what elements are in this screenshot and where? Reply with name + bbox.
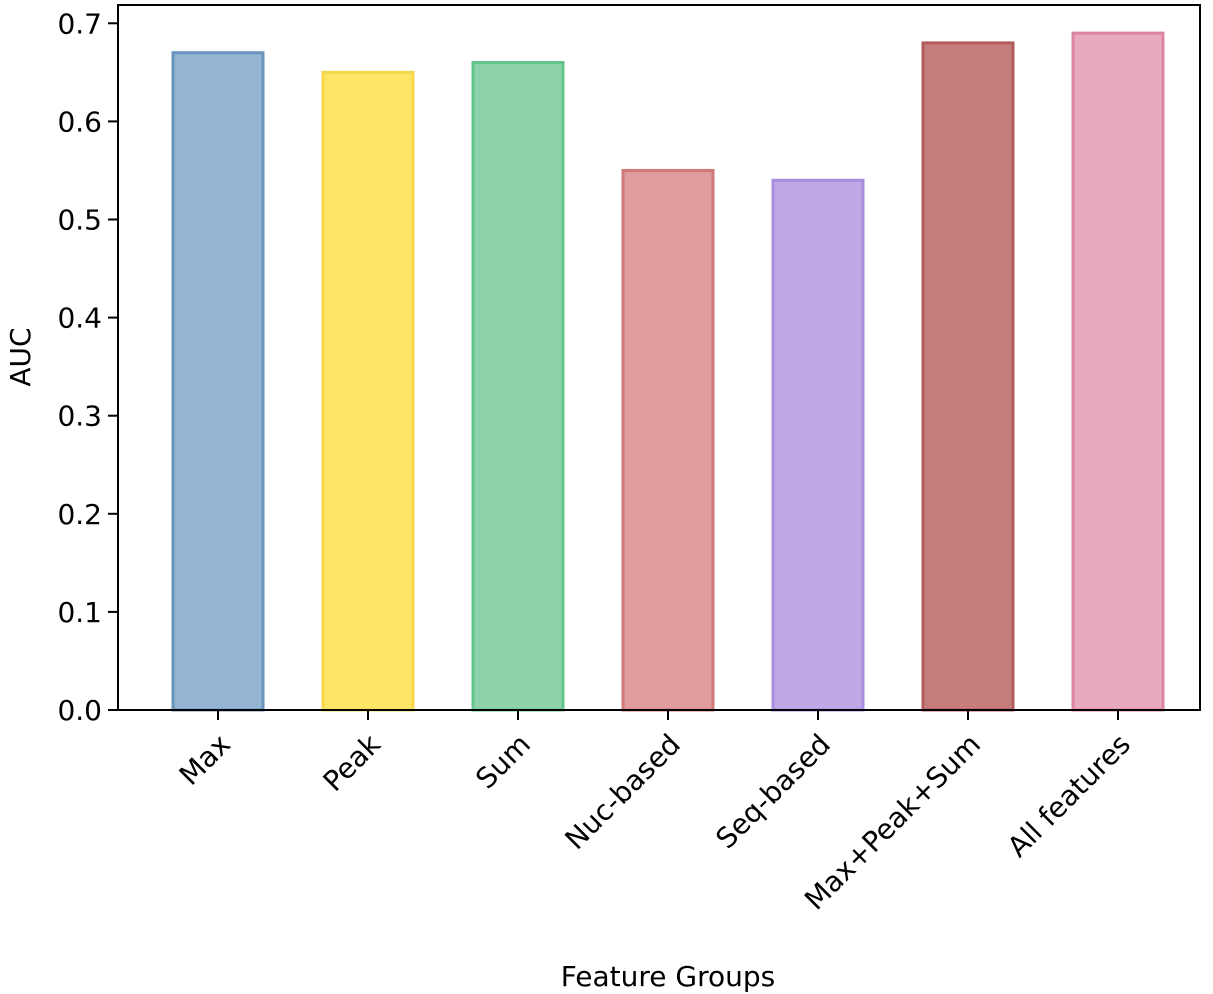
x-axis: Max Peak Sum Nuc-based Seq-basedMax+Peak+Sum… (173, 710, 1137, 916)
y-tick-label: 0.2 (57, 498, 102, 531)
bar-max (171, 51, 265, 712)
y-tick-label: 0.6 (57, 105, 102, 138)
bar-peak (321, 70, 415, 712)
x-axis-title: Feature Groups (561, 960, 776, 993)
y-tick-label: 0.1 (57, 596, 102, 629)
y-axis-title: AUC (4, 327, 37, 386)
axes-layer (117, 4, 1201, 711)
x-tick-label: All features (1001, 728, 1137, 864)
x-tick-label: Peak (317, 727, 388, 798)
bar-seq-based (771, 178, 865, 712)
x-tick-label: Sum (469, 728, 537, 796)
y-tick-label: 0.4 (57, 302, 102, 335)
x-tick-label: Seq-based (709, 728, 837, 856)
bar-all-features (1071, 31, 1165, 712)
y-tick-label: 0.3 (57, 400, 102, 433)
x-tick-label: Max (173, 728, 237, 792)
y-tick-label: 0.5 (57, 204, 102, 237)
y-axis: 0.0 0.1 0.2 0.3 0.4 0.5 0.6 0.7 (57, 7, 118, 727)
bar-nuc-based (621, 168, 715, 712)
y-tick-label: 0.0 (57, 694, 102, 727)
bar-max-peak-sum (921, 41, 1015, 712)
bars-layer (171, 31, 1165, 712)
y-tick-label: 0.7 (57, 7, 102, 40)
plot-frame (117, 4, 1201, 711)
bar-sum (471, 61, 565, 712)
x-tick-label: Nuc-based (558, 728, 686, 856)
